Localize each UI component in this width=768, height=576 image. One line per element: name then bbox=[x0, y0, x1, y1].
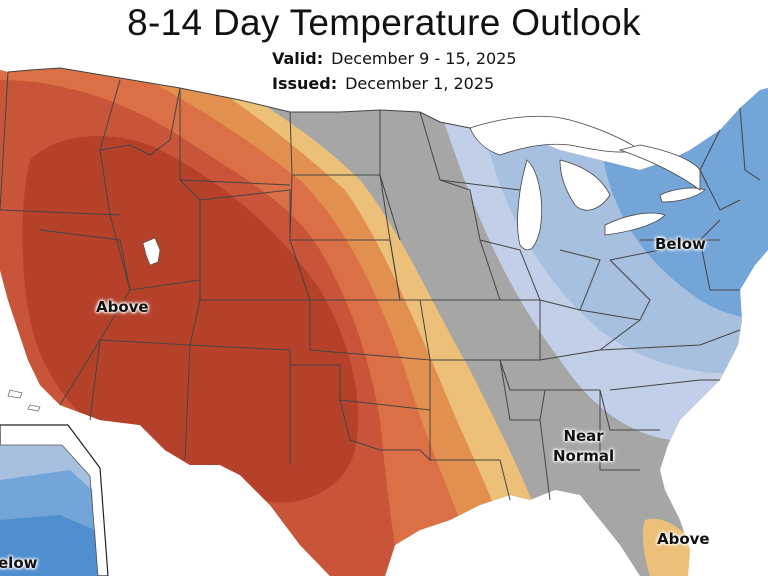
map-title: 8-14 Day Temperature Outlook bbox=[127, 2, 641, 43]
issued-label: Issued: bbox=[272, 74, 338, 93]
state-borders bbox=[0, 67, 761, 501]
label-below-alaska: elow bbox=[0, 554, 38, 572]
alaska-inset bbox=[0, 424, 109, 576]
label-near-line2: Normal bbox=[553, 447, 615, 465]
canada-lake bbox=[618, 144, 701, 191]
above-strong-region bbox=[22, 136, 359, 503]
label-near-line1: Near bbox=[563, 427, 604, 445]
valid-label: Valid: bbox=[272, 49, 324, 68]
label-above-florida: Above bbox=[657, 530, 710, 548]
issued-value: December 1, 2025 bbox=[345, 74, 495, 93]
valid-dates: Valid: December 9 - 15, 2025 bbox=[272, 49, 517, 68]
great-lakes bbox=[469, 115, 706, 251]
great-salt-lake bbox=[142, 237, 161, 266]
label-above-west: Above bbox=[96, 298, 149, 316]
lake-erie bbox=[604, 212, 666, 236]
above-florida-region bbox=[642, 518, 700, 576]
lake-michigan bbox=[517, 159, 543, 251]
label-near-normal: Near Normal bbox=[553, 426, 614, 466]
label-below-northeast: Below bbox=[655, 235, 706, 253]
lake-huron bbox=[559, 159, 611, 211]
issued-date: Issued: December 1, 2025 bbox=[272, 74, 494, 93]
coast-islands bbox=[7, 389, 41, 412]
valid-value: December 9 - 15, 2025 bbox=[331, 49, 517, 68]
lake-superior bbox=[469, 115, 641, 156]
lake-ontario bbox=[659, 187, 706, 203]
